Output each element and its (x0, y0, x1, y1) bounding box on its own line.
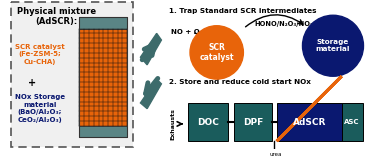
Circle shape (302, 15, 364, 76)
Text: ASC: ASC (344, 119, 360, 125)
Text: AdSCR: AdSCR (293, 117, 326, 127)
Text: +: + (28, 78, 36, 88)
Text: HONO/N₂O₃/NO₂: HONO/N₂O₃/NO₂ (255, 21, 314, 27)
Bar (79, 126, 127, 137)
Text: DOC: DOC (197, 117, 219, 127)
Bar (79, 17, 127, 29)
Polygon shape (141, 79, 161, 109)
Text: urea: urea (270, 151, 282, 156)
Polygon shape (141, 33, 161, 65)
Text: Physical mixture
(AdSCR):: Physical mixture (AdSCR): (17, 7, 96, 26)
Bar (277, 103, 342, 141)
Text: NOx Storage
material
(BaO/Al₂O₃;
CeO₂/Al₂O₃): NOx Storage material (BaO/Al₂O₃; CeO₂/Al… (15, 94, 65, 123)
Text: SCR
catalyst: SCR catalyst (200, 43, 234, 62)
Bar (342, 103, 363, 141)
Bar (234, 103, 272, 141)
Bar (79, 29, 127, 126)
FancyBboxPatch shape (11, 2, 133, 147)
Bar (79, 17, 127, 137)
Text: Storage
material: Storage material (316, 39, 350, 52)
Text: DPF: DPF (243, 117, 263, 127)
Text: 1. Trap Standard SCR intermediates: 1. Trap Standard SCR intermediates (169, 8, 316, 14)
Text: Exhausts: Exhausts (170, 108, 175, 140)
Text: SCR catalyst
(Fe-ZSM-5;
Cu-CHA): SCR catalyst (Fe-ZSM-5; Cu-CHA) (15, 44, 64, 65)
Text: NO + O₂: NO + O₂ (171, 29, 203, 35)
Circle shape (190, 26, 243, 79)
Text: 2. Store and reduce cold start NOx: 2. Store and reduce cold start NOx (169, 79, 311, 85)
Bar (188, 103, 228, 141)
